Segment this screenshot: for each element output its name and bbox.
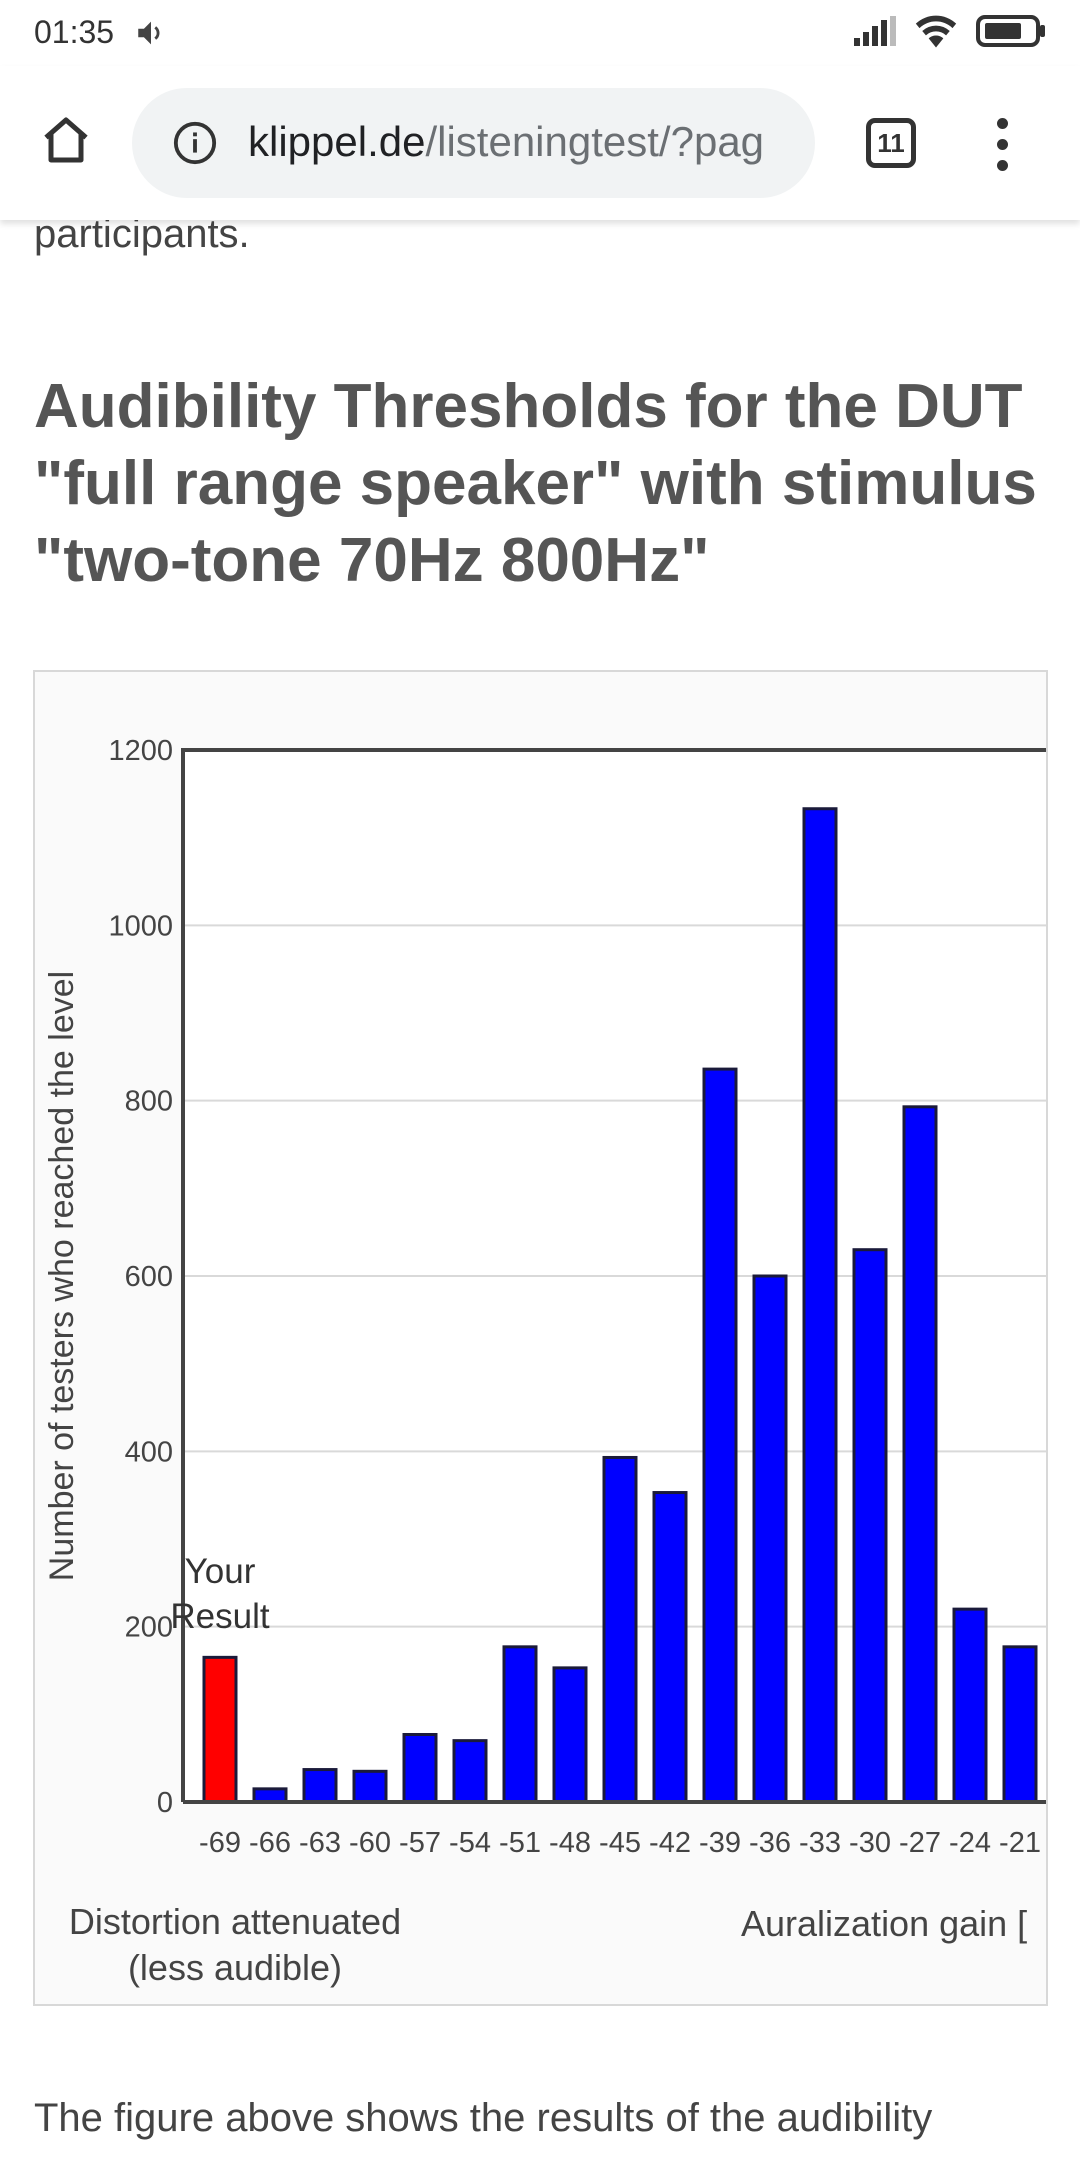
bar <box>502 1645 538 1804</box>
bar <box>302 1768 338 1804</box>
bar <box>802 807 838 1804</box>
x-axis-label: Auralization gain [ <box>741 1903 1027 1944</box>
tab-switcher-button[interactable]: 11 <box>866 118 916 168</box>
y-tick-label: 600 <box>125 1261 173 1293</box>
bar <box>752 1274 788 1804</box>
y-axis-label: Number of testers who reached the level <box>43 971 81 1581</box>
bar <box>402 1732 438 1804</box>
x-tick-label: -54 <box>449 1827 491 1859</box>
body-paragraph: The figure above shows the results of th… <box>34 2096 933 2140</box>
bar <box>602 1455 638 1804</box>
heading-line: Audibility Thresholds for the DUT <box>34 372 1023 441</box>
bar <box>352 1769 388 1804</box>
url-text[interactable]: klippel.de/listeningtest/?pag <box>248 118 764 166</box>
x-tick-label: -39 <box>699 1827 741 1859</box>
your-result-label: Result <box>170 1597 269 1636</box>
url-path: /listeningtest/?pag <box>425 118 765 165</box>
bar <box>702 1067 738 1804</box>
bar <box>202 1655 238 1804</box>
bar <box>952 1607 988 1804</box>
x-tick-label: -21 <box>999 1827 1041 1859</box>
y-tick-label: 1000 <box>108 910 173 942</box>
heading-line: "two-tone 70Hz 800Hz" <box>34 526 710 595</box>
y-tick-label: 800 <box>125 1086 173 1118</box>
x-tick-label: -48 <box>549 1827 591 1859</box>
x-tick-label: -63 <box>299 1827 341 1859</box>
browser-toolbar: klippel.de/listeningtest/?pag 11 <box>0 66 1080 220</box>
info-icon[interactable] <box>172 120 218 171</box>
x-tick-label: -66 <box>249 1827 291 1859</box>
x-note-label: (less audible) <box>128 1947 342 1988</box>
more-vert-icon[interactable] <box>990 118 1014 172</box>
wifi-icon <box>914 14 958 53</box>
x-tick-label: -57 <box>399 1827 441 1859</box>
y-tick-label: 400 <box>125 1436 173 1468</box>
bar <box>552 1666 588 1804</box>
bar <box>452 1739 488 1804</box>
url-domain: klippel.de <box>248 118 426 165</box>
x-tick-label: -30 <box>849 1827 891 1859</box>
x-tick-label: -60 <box>349 1827 391 1859</box>
y-tick-label: 1200 <box>108 735 173 767</box>
x-tick-label: -24 <box>949 1827 991 1859</box>
bar <box>902 1105 938 1804</box>
home-icon[interactable] <box>36 110 96 170</box>
bar <box>852 1248 888 1804</box>
bar <box>652 1491 688 1804</box>
speaker-icon <box>134 16 168 55</box>
page-heading: Audibility Thresholds for the DUT "full … <box>34 368 1044 599</box>
y-tick-label: 0 <box>157 1787 173 1819</box>
status-bar: 01:35 <box>0 0 1080 66</box>
x-tick-label: -69 <box>199 1827 241 1859</box>
bar <box>1002 1645 1038 1804</box>
x-tick-label: -51 <box>499 1827 541 1859</box>
status-time: 01:35 <box>34 14 115 50</box>
x-note-label: Distortion attenuated <box>69 1901 401 1942</box>
x-tick-label: -36 <box>749 1827 791 1859</box>
x-tick-label: -27 <box>899 1827 941 1859</box>
signal-icon <box>854 16 896 51</box>
x-tick-label: -45 <box>599 1827 641 1859</box>
your-result-label: Your <box>185 1552 256 1591</box>
heading-line: "full range speaker" with stimulus <box>34 449 1037 518</box>
x-tick-label: -42 <box>649 1827 691 1859</box>
y-tick-label: 200 <box>125 1612 173 1644</box>
chart-container: 0 200 400 600 800 1000 1200 -69 -66 -63 -60 -57 -54-… <box>33 670 1048 2006</box>
battery-icon <box>976 14 1046 53</box>
url-bar[interactable]: klippel.de/listeningtest/?pag <box>132 88 815 198</box>
x-tick-label: -33 <box>799 1827 841 1859</box>
